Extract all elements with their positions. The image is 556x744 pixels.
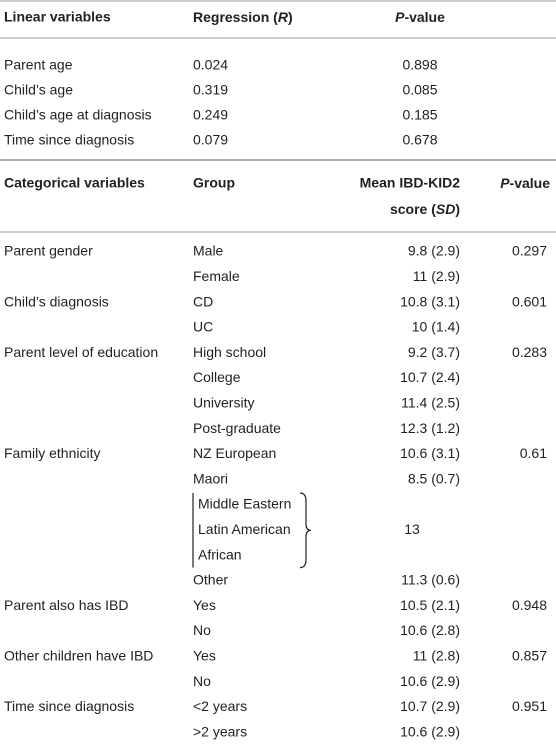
p-value-cell: 0.297 [512,243,547,259]
p-value-cell: 0.678 [402,132,437,148]
p-value-cell: 0.601 [512,293,547,309]
p-value-cell: 0.951 [512,698,547,714]
mean-cell: 11 (2.8) [413,648,460,664]
brace [299,492,312,569]
group-cell: High school [193,344,266,360]
p-value-cell: 0.857 [512,648,547,664]
variable-cell: Child’s diagnosis [4,293,109,309]
group-cell: African [198,546,242,562]
p-value-cell: 0.61 [520,445,547,461]
group-cell: University [193,395,254,411]
group-cell: Middle Eastern [198,496,291,512]
mean-cell: 10 (1.4) [412,319,460,335]
group-cell: Yes [193,597,216,613]
variable-cell: Child’s age at diagnosis [4,107,152,123]
header-cell: Regression (R) [193,9,293,25]
variable-cell: Time since diagnosis [4,132,134,148]
header-cell: Mean IBD-KID2 [360,175,461,191]
header-cell: P-value [500,175,550,191]
group-cell: Post-graduate [193,420,281,436]
regression-cell: 0.024 [193,57,228,73]
p-value-cell: 0.085 [402,82,437,98]
variable-cell: Family ethnicity [4,445,100,461]
mean-cell: 9.8 (2.9) [408,243,460,259]
regression-cell: 0.319 [193,82,228,98]
p-value-cell: 0.948 [512,597,547,613]
variable-cell: Parent age [4,57,73,73]
group-cell: No [193,622,211,638]
variable-cell: Parent also has IBD [4,597,129,613]
regression-cell: 0.079 [193,132,228,148]
mean-cell: 10.6 (2.9) [400,673,460,689]
mean-cell: 10.7 (2.4) [400,369,460,385]
group-cell: Yes [193,648,216,664]
group-cell: College [193,369,241,385]
header-cell: P-value [395,9,445,25]
variable-cell: Other children have IBD [4,648,153,664]
group-cell: Female [193,268,240,284]
group-cell: <2 years [193,698,247,714]
group-cell: Maori [193,470,228,486]
mean-cell: 10.6 (2.9) [400,723,460,739]
mean-cell: 10.6 (3.1) [400,445,460,461]
p-value-cell: 0.283 [512,344,547,360]
mean-cell: 11.4 (2.5) [401,395,460,411]
p-value-cell: 0.898 [402,57,437,73]
header-cell: Group [193,175,235,191]
group-cell: CD [193,293,213,309]
header-cell: Categorical variables [4,175,145,191]
variable-cell: Parent level of education [4,344,158,360]
group-cell: UC [193,319,213,335]
regression-cell: 0.249 [193,107,228,123]
variable-cell: Child’s age [4,82,73,98]
group-cell: Other [193,572,228,588]
mean-cell: 11 (2.9) [413,268,460,284]
mean-cell: 10.6 (2.8) [400,622,460,638]
variable-cell: Parent gender [4,243,93,259]
header-cell: Linear variables [4,9,111,25]
mean-cell: 12.3 (1.2) [400,420,460,436]
group-cell: Male [193,243,224,259]
group-cell: NZ European [193,445,276,461]
mean-cell: 10.7 (2.9) [400,698,460,714]
variable-cell: Time since diagnosis [4,698,134,714]
group-cell: Latin American [198,521,291,537]
group-cell: No [193,673,211,689]
mean-cell: 9.2 (3.7) [408,344,460,360]
mean-cell: 11.3 (0.6) [401,572,460,588]
header-cell: score (SD) [390,201,460,217]
mean-cell: 13 [404,521,420,537]
mean-cell: 8.5 (0.7) [408,470,460,486]
group-cell: >2 years [193,723,247,739]
mean-cell: 10.5 (2.1) [400,597,460,613]
p-value-cell: 0.185 [402,107,437,123]
mean-cell: 10.8 (3.1) [400,293,460,309]
